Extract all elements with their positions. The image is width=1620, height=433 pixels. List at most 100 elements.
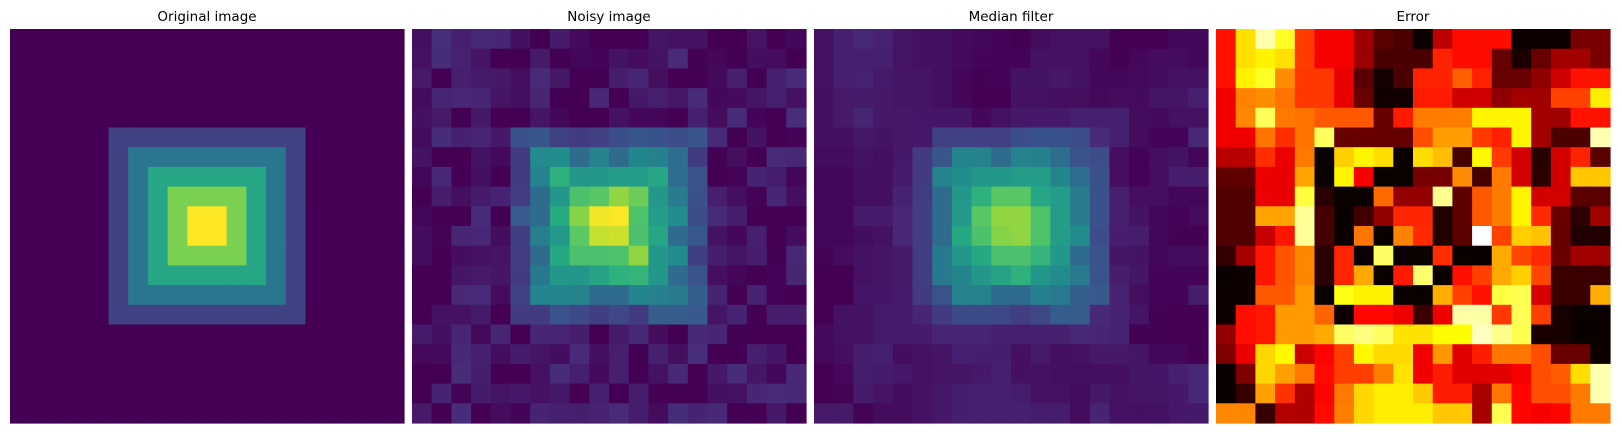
heatmap-cell (1030, 186, 1051, 207)
heatmap-cell (1089, 48, 1111, 69)
heatmap-cell (1314, 88, 1335, 109)
heatmap-cell (1413, 363, 1434, 385)
heatmap-cell (384, 127, 405, 148)
heatmap-cell (1216, 403, 1237, 424)
heatmap-cell (1353, 344, 1375, 365)
heatmap-cell (128, 265, 149, 286)
heatmap-cell (29, 186, 50, 207)
heatmap-cell (1432, 107, 1453, 129)
heatmap-cell (1550, 304, 1572, 326)
heatmap-cell (285, 48, 307, 69)
heatmap-cell (912, 304, 933, 326)
heatmap-cell (766, 29, 787, 50)
heatmap-cell (1148, 324, 1170, 345)
heatmap-cell (766, 265, 787, 286)
heatmap-cell (490, 265, 512, 286)
heatmap-cell (1070, 107, 1091, 129)
heatmap-cell (707, 226, 728, 247)
heatmap-cell (1550, 186, 1572, 207)
heatmap-cell (648, 127, 669, 148)
heatmap-cell (1491, 383, 1513, 404)
heatmap-cell (1393, 29, 1414, 50)
heatmap-cell (412, 68, 433, 89)
heatmap-cell (49, 186, 70, 207)
heatmap-cell (1030, 265, 1051, 286)
heatmap-cell (207, 88, 228, 109)
heatmap-cell (344, 29, 366, 50)
heatmap-cell (226, 403, 247, 424)
heatmap-cell (1334, 127, 1355, 148)
heatmap-cell (589, 206, 610, 227)
heatmap-cell (1472, 383, 1493, 404)
heatmap-cell (833, 206, 854, 227)
heatmap-cell (147, 68, 169, 89)
heatmap-cell (266, 166, 287, 188)
heatmap-cell (1235, 226, 1256, 247)
heatmap-cell (187, 403, 208, 424)
heatmap-cell (648, 265, 669, 286)
heatmap-cell (1011, 304, 1032, 326)
heatmap-cell (1148, 107, 1170, 129)
heatmap-cell (364, 88, 385, 109)
heatmap-cell (746, 344, 768, 365)
heatmap-cell (1255, 186, 1276, 207)
heatmap-cell (853, 245, 874, 266)
heatmap-cell (490, 29, 512, 50)
heatmap-cell (431, 344, 452, 365)
heatmap-cell (69, 344, 90, 365)
heatmap-cell (29, 363, 50, 385)
heatmap-cell (1590, 166, 1611, 188)
heatmap-cell (1255, 127, 1276, 148)
heatmap-cell (892, 166, 914, 188)
heatmap-cell (69, 403, 90, 424)
heatmap-cell (1511, 206, 1532, 227)
heatmap-cell (912, 245, 933, 266)
heatmap-cell (246, 68, 267, 89)
heatmap-cell (167, 107, 188, 129)
heatmap-cell (1413, 29, 1434, 50)
heatmap-cell (746, 383, 768, 404)
heatmap-cell (1235, 265, 1256, 286)
heatmap-cell (1491, 147, 1513, 168)
heatmap-cell (207, 107, 228, 129)
heatmap-cell (1472, 403, 1493, 424)
heatmap-cell (951, 226, 973, 247)
heatmap-cell (384, 383, 405, 404)
heatmap-cell (1089, 147, 1111, 168)
heatmap-cell (1089, 265, 1111, 286)
heatmap-cell (1531, 363, 1552, 385)
heatmap-cell (991, 304, 1012, 326)
heatmap-cell (853, 166, 874, 188)
heatmap-cell (971, 166, 992, 188)
heatmap-cell (1275, 88, 1296, 109)
heatmap-cell (1531, 324, 1552, 345)
heatmap-cell (786, 186, 807, 207)
heatmap-cell (1109, 324, 1130, 345)
heatmap-cell (207, 147, 228, 168)
heatmap-cell (1011, 344, 1032, 365)
heatmap-cell (246, 403, 267, 424)
heatmap-cell (1235, 324, 1256, 345)
heatmap-cell (648, 29, 669, 50)
heatmap-cell (1511, 344, 1532, 365)
heatmap-cell (344, 324, 366, 345)
heatmap-cell (648, 324, 669, 345)
heatmap-cell (1070, 48, 1091, 69)
heatmap-cell (1511, 324, 1532, 345)
heatmap-cell (1531, 265, 1552, 286)
heatmap-cell (412, 29, 433, 50)
heatmap-cell (451, 206, 472, 227)
heatmap-cell (1070, 403, 1091, 424)
heatmap-cell (1216, 68, 1237, 89)
heatmap-cell (814, 166, 835, 188)
heatmap-cell (569, 127, 590, 148)
heatmap-cell (727, 403, 748, 424)
heatmap-cell (589, 245, 610, 266)
heatmap-cell (451, 363, 472, 385)
heatmap-cell (167, 127, 188, 148)
heatmap-cell (1030, 245, 1051, 266)
heatmap-cell (1089, 206, 1111, 227)
heatmap-cell (1030, 107, 1051, 129)
heatmap-cell (69, 265, 90, 286)
heatmap-cell (1511, 186, 1532, 207)
